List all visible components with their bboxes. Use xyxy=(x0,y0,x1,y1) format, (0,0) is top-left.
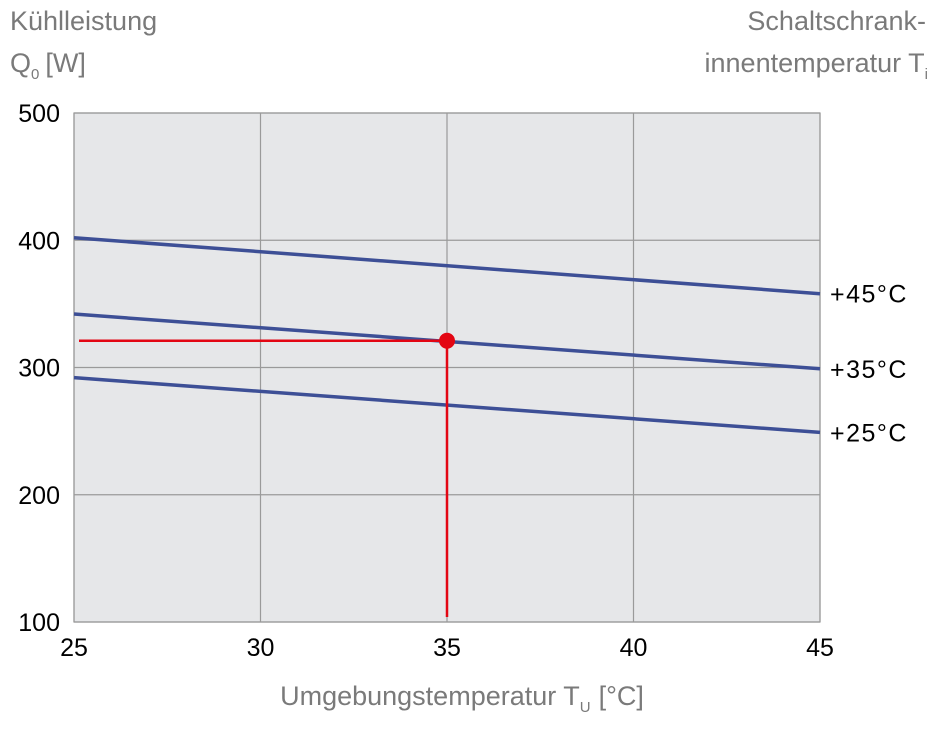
y-tick-label: 400 xyxy=(18,227,60,255)
series-label: +35°C xyxy=(830,356,908,384)
x-tick-label: 25 xyxy=(60,634,88,662)
y-title-unit: [W] xyxy=(45,48,86,78)
right-title-text: innentemperatur T xyxy=(705,48,925,78)
y-title-line1: Kühlleistung xyxy=(10,6,157,36)
right-title-line1: Schaltschrank- xyxy=(747,6,926,36)
x-title-text: Umgebungstemperatur T xyxy=(280,681,580,711)
x-tick-label: 45 xyxy=(806,634,834,662)
y-tick-label: 500 xyxy=(18,100,60,128)
x-title-unit: [°C] xyxy=(599,681,644,711)
y-title-line2: Q0 [W] xyxy=(10,48,86,83)
y-tick-label: 200 xyxy=(18,482,60,510)
y-title-symbol: Q xyxy=(10,48,31,78)
x-title-subscript: U xyxy=(580,699,591,716)
x-tick-label: 40 xyxy=(620,634,648,662)
series-label: +25°C xyxy=(830,419,908,447)
y-title-subscript: 0 xyxy=(31,66,39,83)
right-title-line2: innentemperatur Ti xyxy=(705,48,928,83)
y-tick-label: 100 xyxy=(18,609,60,637)
right-title-subscript: i xyxy=(925,66,928,83)
x-tick-label: 35 xyxy=(433,634,461,662)
x-tick-label: 30 xyxy=(247,634,275,662)
x-title: Umgebungstemperatur TU [°C] xyxy=(280,681,644,716)
series-line xyxy=(73,235,821,296)
series-label: +45°C xyxy=(830,281,908,309)
y-tick-label: 300 xyxy=(18,355,60,383)
marker-point xyxy=(439,332,455,349)
